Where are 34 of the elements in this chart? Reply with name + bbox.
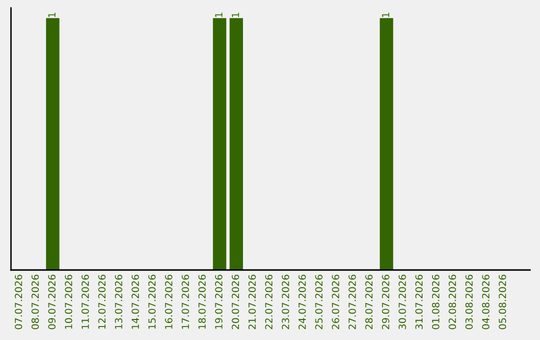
x-tick-label: 24.07.2026 xyxy=(298,274,306,330)
x-tick-label: 10.07.2026 xyxy=(64,274,72,329)
x-tick-label: 13.07.2026 xyxy=(114,274,122,329)
data-label: 1 xyxy=(48,12,56,18)
x-tick-label: 23.07.2026 xyxy=(282,274,290,330)
x-tick-label: 08.07.2026 xyxy=(32,274,39,330)
x-tick-label: 01.08.2026 xyxy=(432,274,440,330)
x-tick-label: 17.07.2026 xyxy=(182,274,190,329)
x-tick-label: 09.07.2026 xyxy=(48,274,56,330)
x-tick-label: 31.07.2026 xyxy=(415,274,423,330)
x-tick-label: 30.07.2026 xyxy=(398,274,406,330)
x-tick-label: 03.08.2026 xyxy=(465,274,473,330)
x-tick-label: 05.08.2026 xyxy=(498,274,506,330)
x-tick-label: 28.07.2026 xyxy=(365,274,373,330)
data-label: 1 xyxy=(382,12,390,18)
x-tick-label: 16.07.2026 xyxy=(165,274,172,329)
x-tick-label: 25.07.2026 xyxy=(315,274,323,330)
x-tick-label: 26.07.2026 xyxy=(332,274,340,330)
x-tick-label: 04.08.2026 xyxy=(482,274,490,330)
x-tick-label: 19.07.2026 xyxy=(215,274,222,329)
x-tick-label: 20.07.2026 xyxy=(232,274,240,330)
x-tick-label: 27.07.2026 xyxy=(348,274,356,330)
x-tick-label: 11.07.2026 xyxy=(82,274,89,329)
x-tick-label: 22.07.2026 xyxy=(265,274,272,330)
x-tick-label: 15.07.2026 xyxy=(148,274,156,329)
x-tick-label: 12.07.2026 xyxy=(98,274,106,329)
x-tick-label: 07.07.2026 xyxy=(14,274,22,330)
x-tick-label: 29.07.2026 xyxy=(382,274,390,330)
data-label: 1 xyxy=(232,12,239,18)
data-label: 1 xyxy=(215,12,222,18)
x-tick-label: 18.07.2026 xyxy=(198,274,206,329)
x-tick-label: 02.08.2026 xyxy=(448,274,456,330)
x-tick-label: 14.07.2026 xyxy=(132,274,139,329)
x-tick-label: 21.07.2026 xyxy=(248,274,256,330)
